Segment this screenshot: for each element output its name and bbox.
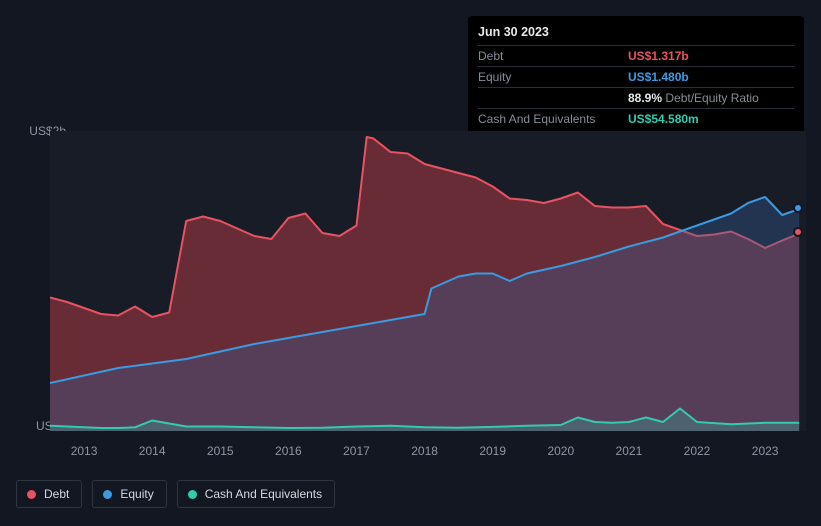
x-tick: 2014 [139,444,166,458]
legend-label: Debt [44,487,69,501]
tooltip-value: US$1.317b [628,50,689,62]
chart-svg [50,131,806,431]
legend-item[interactable]: Cash And Equivalents [177,480,335,508]
x-tick: 2023 [752,444,779,458]
tooltip-label: Equity [478,71,628,83]
x-axis: 2013 2014 2015 2016 2017 2018 2019 2020 2021 2022… [50,444,806,462]
chart-tooltip: Jun 30 2023 DebtUS$1.317bEquityUS$1.480b… [468,16,804,135]
x-tick: 2019 [479,444,506,458]
legend-dot-icon [27,490,36,499]
tooltip-value: 88.9% Debt/Equity Ratio [628,92,759,104]
legend: Debt Equity Cash And Equivalents [16,480,335,508]
x-tick: 2021 [616,444,643,458]
x-tick: 2022 [684,444,711,458]
tooltip-label: Debt [478,50,628,62]
x-tick: 2013 [71,444,98,458]
tooltip-row: EquityUS$1.480b [478,66,794,87]
x-tick: 2018 [411,444,438,458]
tooltip-label [478,92,628,104]
debt-equity-chart: US$2b US$0 [16,122,806,444]
x-tick: 2015 [207,444,234,458]
tooltip-row: DebtUS$1.317b [478,45,794,66]
tooltip-suffix: Debt/Equity Ratio [662,91,759,105]
legend-dot-icon [188,490,197,499]
tooltip-row: 88.9% Debt/Equity Ratio [478,87,794,108]
tooltip-value: US$1.480b [628,71,689,83]
x-tick: 2020 [547,444,574,458]
legend-item[interactable]: Debt [16,480,82,508]
x-tick: 2016 [275,444,302,458]
legend-label: Equity [120,487,153,501]
x-tick: 2017 [343,444,370,458]
legend-dot-icon [103,490,112,499]
tooltip-date: Jun 30 2023 [478,22,794,45]
legend-item[interactable]: Equity [92,480,166,508]
legend-label: Cash And Equivalents [205,487,322,501]
plot-area[interactable] [50,131,806,431]
